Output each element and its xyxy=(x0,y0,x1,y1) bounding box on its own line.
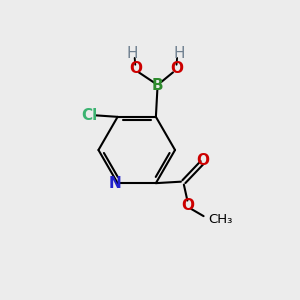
Text: O: O xyxy=(181,198,194,213)
Text: O: O xyxy=(196,153,209,168)
Text: B: B xyxy=(152,78,163,93)
Text: CH₃: CH₃ xyxy=(208,213,232,226)
Text: H: H xyxy=(174,46,185,61)
Text: Cl: Cl xyxy=(82,108,98,123)
Text: O: O xyxy=(170,61,183,76)
Text: H: H xyxy=(127,46,138,61)
Text: O: O xyxy=(129,61,142,76)
Text: N: N xyxy=(109,176,122,191)
